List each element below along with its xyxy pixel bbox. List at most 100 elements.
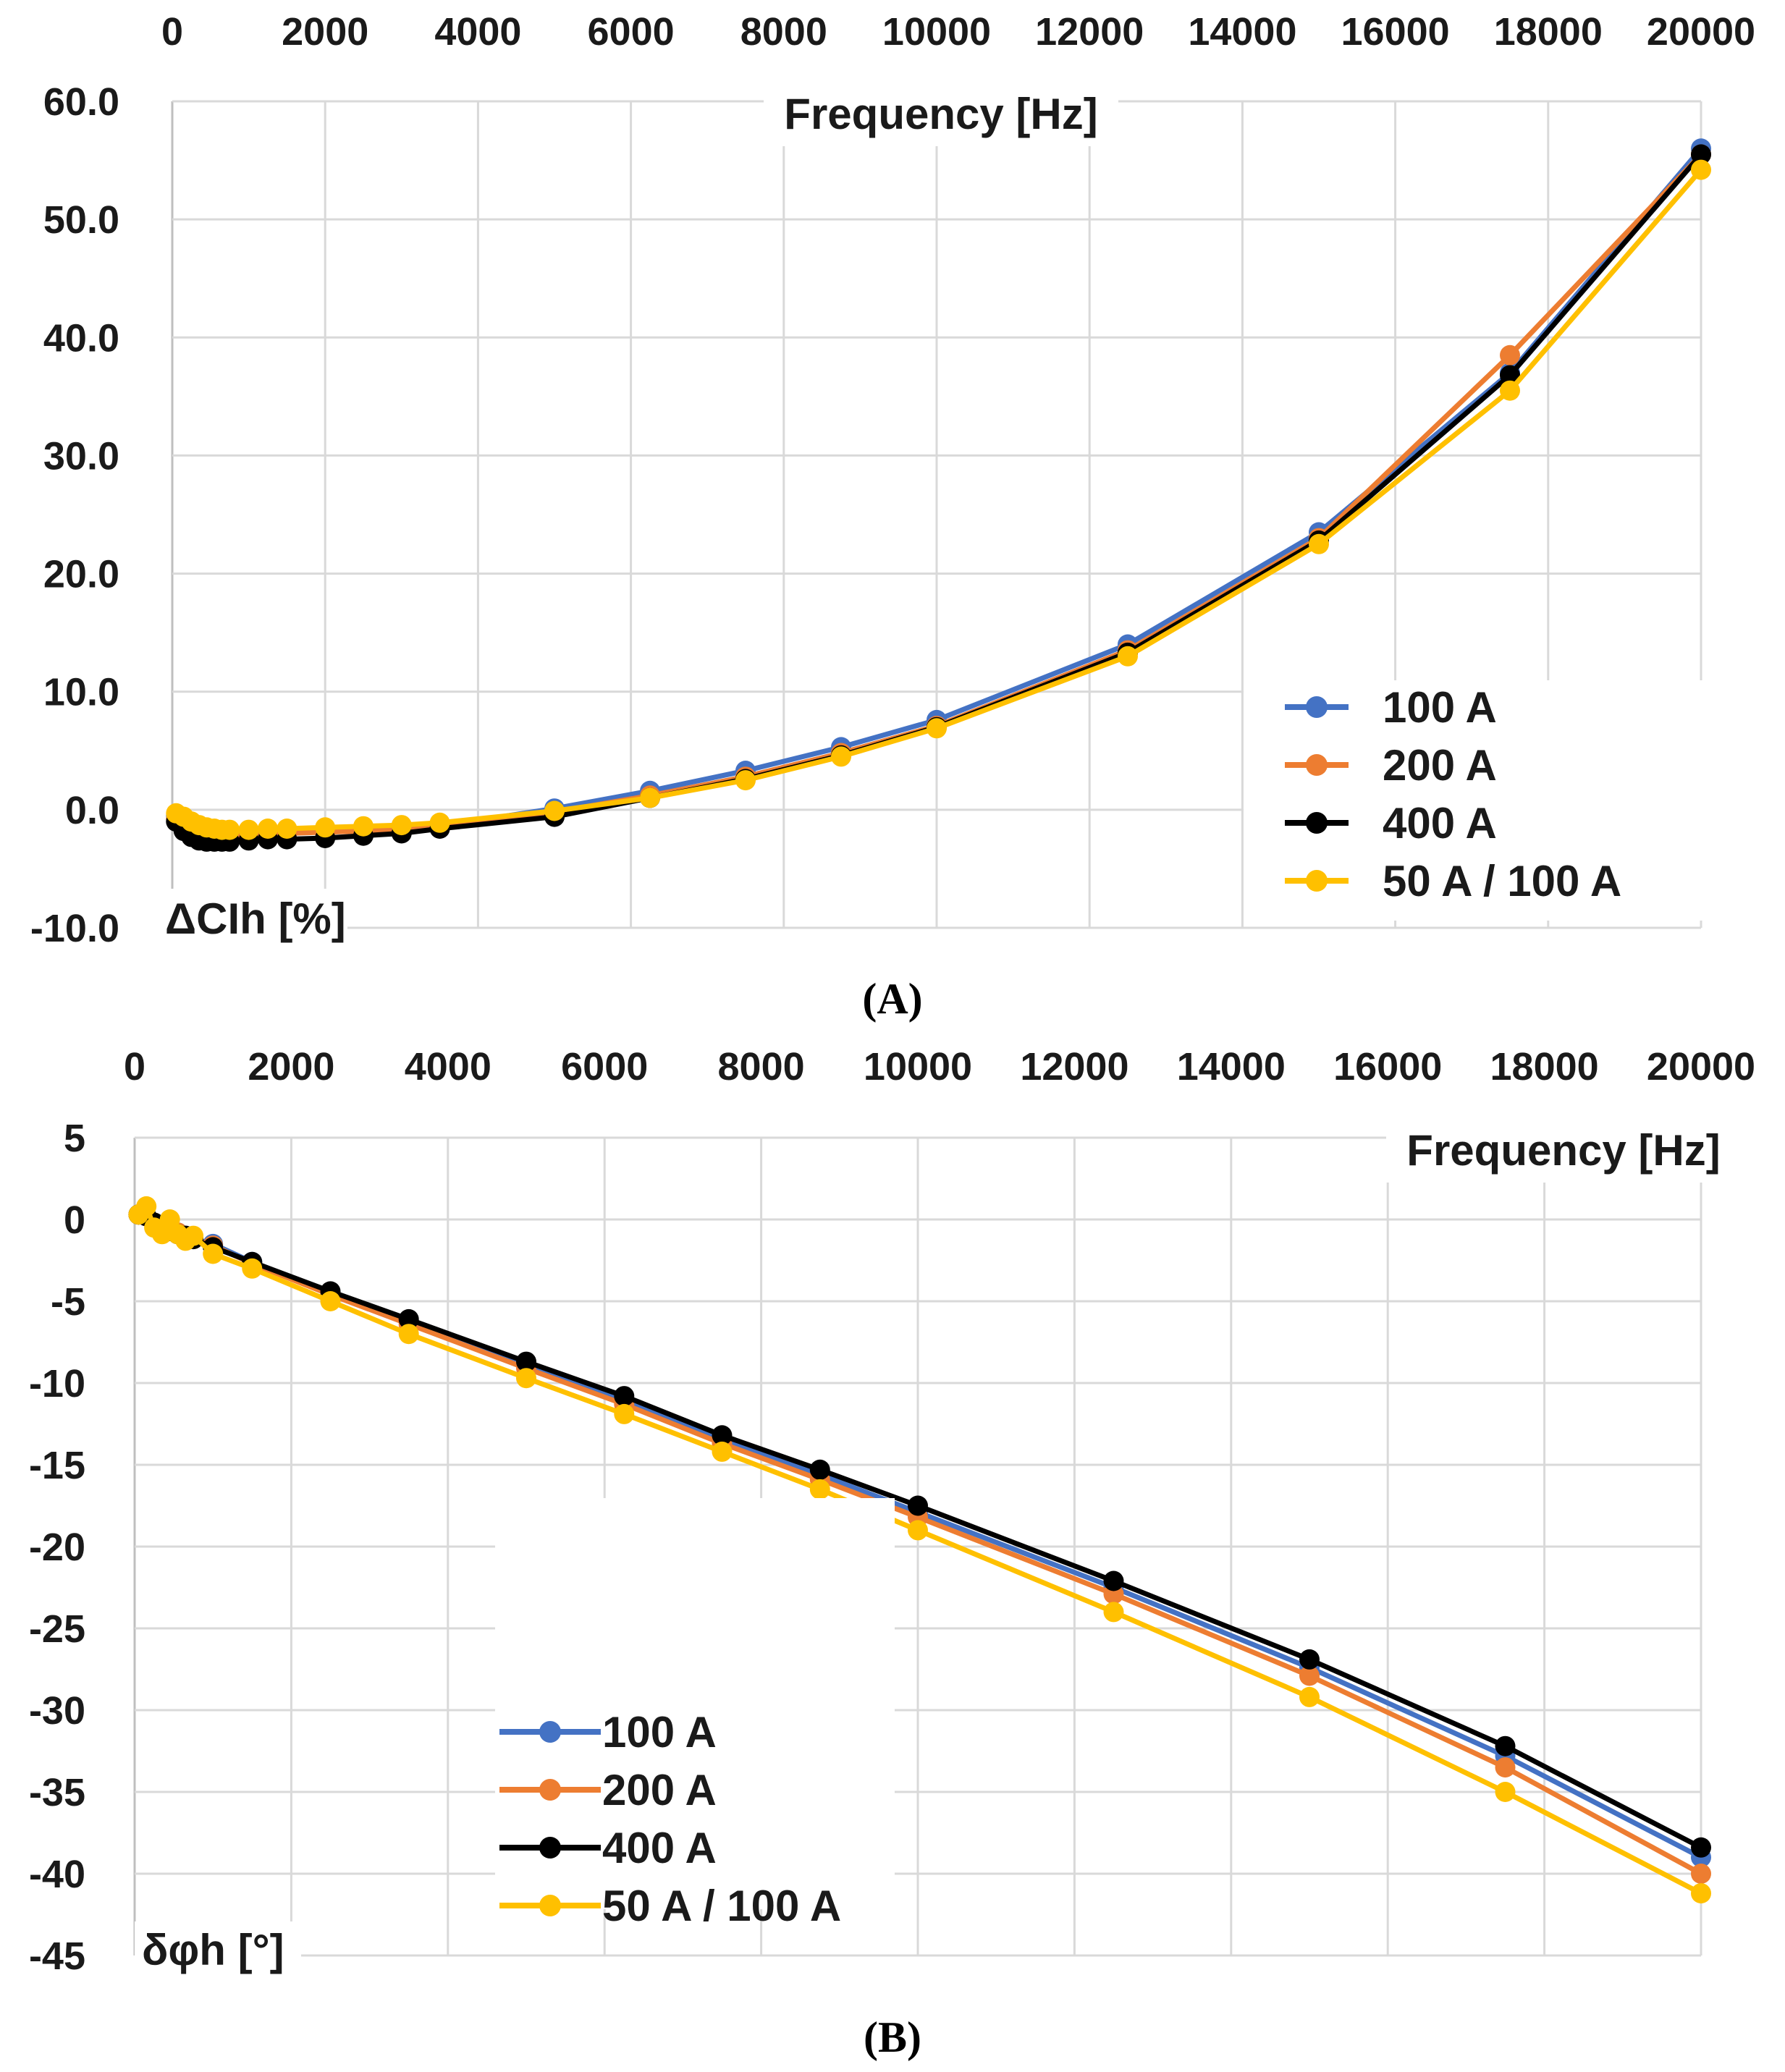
chart-b-legend: 100 A 200 A 400 A 50 A / 100 A [495,1498,895,1930]
chart-a-x-tick-14000: 14000 [1188,10,1296,54]
chart-b-x-tick-2000: 2000 [248,1045,334,1088]
chart-a-point-3-21 [1309,533,1329,554]
chart-b-y-tick--25: -25 [29,1607,85,1651]
chart-a-x-tick-18000: 18000 [1494,10,1603,54]
chart-a-point-3-11 [315,817,336,838]
chart-b-x-tick-12000: 12000 [1020,1045,1128,1088]
chart-a-point-3-10 [277,819,298,839]
chart-b-x-tick-labels: 0 2000 4000 6000 8000 10000 12000 14000 16000 180… [124,1045,1755,1088]
chart-a-y-tick-0.0: 0.0 [65,789,119,832]
chart-a-legend-item-1: 200 A [1285,741,1497,790]
chart-a-y-tick-50.0: 50.0 [43,198,119,242]
chart-a-point-3-15 [544,800,565,821]
chart-a-point-3-8 [238,819,259,840]
chart-a-point-3-22 [1500,380,1520,401]
chart-b-point-3-12 [516,1368,536,1389]
chart-a-point-3-17 [735,770,756,791]
chart-a-legend-item-2: 400 A [1285,799,1497,847]
chart-b-gridlines [133,1136,1702,1957]
chart-b-point-2-18 [1299,1649,1320,1670]
chart-a-y-tick-labels: 60.0 50.0 40.0 30.0 20.0 10.0 0.0 -10.0 [30,80,119,950]
chart-a-x-axis-title: Frequency [Hz] [784,90,1097,138]
chart-b-x-tick-0: 0 [124,1045,145,1088]
chart-a-legend-swatch-marker-2 [1306,812,1328,834]
chart-b-point-3-7 [183,1225,204,1246]
chart-a-point-3-7 [219,819,240,840]
chart-a-y-tick-20.0: 20.0 [43,553,119,596]
chart-b-y-tick--45: -45 [29,1934,85,1978]
chart-b-legend-label-1: 200 A [602,1766,717,1814]
chart-b-legend-item-0: 100 A [499,1708,717,1756]
chart-b-point-3-13 [614,1403,635,1424]
chart-b-point-3-19 [1495,1782,1516,1802]
chart-a-legend-label-0: 100 A [1383,683,1497,732]
chart-a-x-tick-12000: 12000 [1035,10,1144,54]
chart-a-legend: 100 A 200 A 400 A 50 A / 100 A [1244,680,1705,921]
chart-b-point-3-16 [908,1520,928,1541]
chart-b-y-tick-5: 5 [64,1117,85,1160]
chart-b-y-tick--5: -5 [51,1280,85,1324]
chart-a-x-tick-16000: 16000 [1341,10,1450,54]
chart-b-point-3-17 [1103,1602,1124,1623]
chart-b-y-tick-labels: 5 0 -5 -10 -15 -20 -25 -30 -35 -40 -45 [29,1117,85,1978]
chart-a-point-3-13 [391,815,412,836]
chart-a-point-3-16 [640,787,660,808]
chart-b-y-tick--35: -35 [29,1771,85,1814]
chart-a-y-tick--10.0: -10.0 [30,907,119,950]
chart-b-legend-swatch-marker-0 [539,1721,561,1743]
chart-b-point-3-18 [1299,1686,1320,1707]
chart-b-point-2-19 [1495,1735,1516,1756]
chart-b-point-2-14 [712,1425,733,1446]
chart-a-x-tick-6000: 6000 [588,10,675,54]
chart-a-x-tick-8000: 8000 [740,10,827,54]
chart-a-panel-label: (A) [862,975,922,1023]
chart-a-legend-item-0: 100 A [1285,683,1497,732]
chart-b-y-tick--40: -40 [29,1853,85,1896]
chart-a-x-tick-labels: 0 2000 4000 6000 8000 10000 12000 14000 16000 180… [161,10,1755,54]
chart-a-legend-swatch-marker-3 [1306,870,1328,892]
chart-a-y-tick-10.0: 10.0 [43,671,119,714]
chart-b-x-tick-4000: 4000 [405,1045,491,1088]
chart-b-point-3-8 [203,1243,224,1264]
chart-a-x-tick-20000: 20000 [1647,10,1755,54]
chart-a-point-2-22 [1500,365,1520,386]
chart-a-x-tick-2000: 2000 [282,10,368,54]
chart-a-point-3-9 [258,819,278,839]
chart-b-x-axis-title: Frequency [Hz] [1406,1126,1720,1175]
chart-b-point-3-14 [712,1441,733,1462]
chart-b-legend-bg [495,1498,895,1909]
chart-b-point-3-9 [242,1258,263,1279]
chart-b-point-2-17 [1103,1570,1124,1591]
chart-b-legend-label-0: 100 A [602,1708,717,1756]
chart-b-point-2-13 [614,1386,635,1407]
chart-b-point-2-20 [1691,1837,1711,1858]
chart-b-point-3-20 [1691,1883,1711,1904]
chart-b-point-2-16 [908,1495,928,1516]
chart-b-y-tick--15: -15 [29,1444,85,1487]
chart-b-y-tick--30: -30 [29,1689,85,1733]
chart-a-legend-swatch-marker-0 [1306,696,1328,718]
chart-a-legend-item-3: 50 A / 100 A [1285,857,1621,905]
chart-b-point-3-10 [320,1291,341,1311]
chart-b-ylabel-bg [135,1921,301,1978]
chart-b-point-1-19 [1495,1757,1516,1778]
chart-a-point-3-12 [353,816,374,837]
chart-b-point-1-18 [1299,1665,1320,1686]
chart-b-point-3-1 [136,1196,157,1217]
chart-a-legend-swatch-marker-1 [1306,754,1328,776]
chart-a-point-1-22 [1500,344,1520,365]
chart-b-x-tick-18000: 18000 [1490,1045,1599,1088]
chart-b-x-tick-16000: 16000 [1333,1045,1442,1088]
chart-a-legend-label-1: 200 A [1383,741,1497,790]
chart-a-ylabel-bg [158,889,347,947]
chart-a-xlabel-bg [764,94,1118,146]
chart-b-y-tick-0: 0 [64,1198,85,1242]
chart-b-series [128,1196,1711,1904]
chart-b-point-1-20 [1691,1864,1711,1884]
chart-b-legend-item-2: 400 A [499,1824,717,1872]
chart-a-point-3-23 [1691,159,1711,180]
chart-b-legend-label-2: 400 A [602,1824,717,1872]
chart-a-point-2-23 [1691,144,1711,165]
chart-b: 0 2000 4000 6000 8000 10000 12000 14000 16000 180… [29,1045,1755,2061]
